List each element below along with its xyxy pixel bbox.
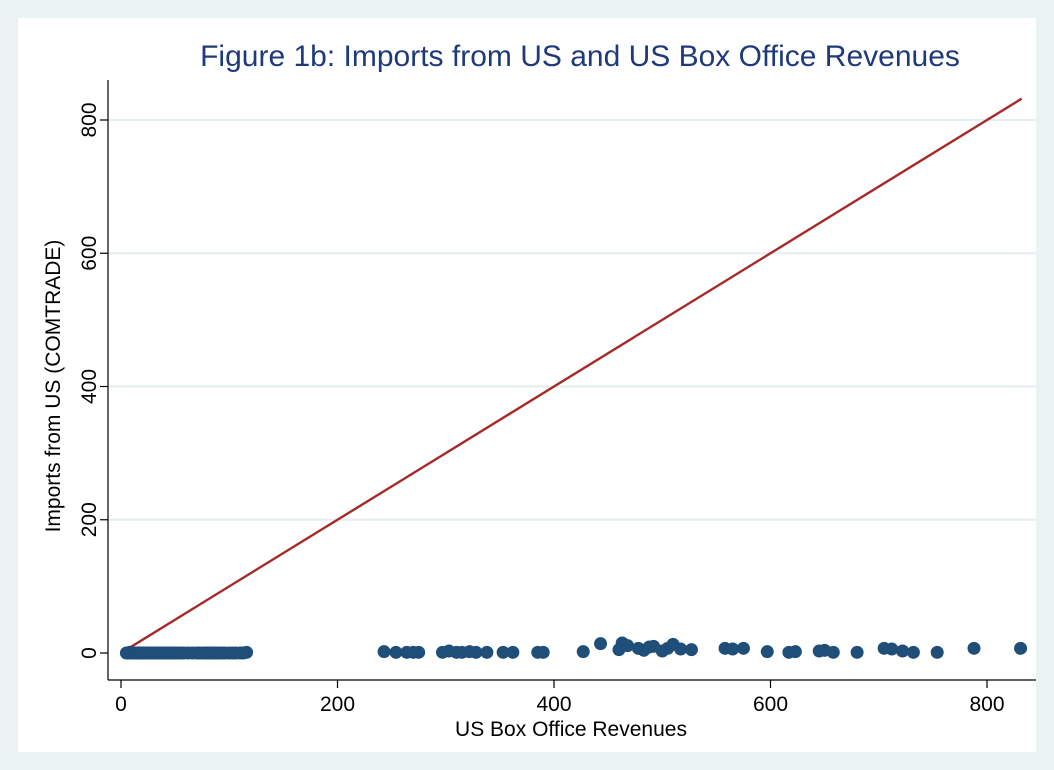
data-point xyxy=(788,645,802,659)
x-tick-label: 800 xyxy=(969,693,1004,716)
data-point xyxy=(674,642,688,656)
grid-lines xyxy=(108,119,1036,521)
data-point xyxy=(726,642,740,656)
data-point xyxy=(621,639,635,653)
x-axis-ticks: 0 200 400 600 800 xyxy=(115,680,1005,716)
x-tick-label: 200 xyxy=(320,693,355,716)
reference-line-group xyxy=(125,97,1023,651)
data-point xyxy=(736,641,750,655)
data-point xyxy=(412,645,426,659)
data-point xyxy=(240,645,254,659)
x-tick-label: 0 xyxy=(115,693,127,716)
data-point xyxy=(469,645,483,659)
data-point xyxy=(906,645,920,659)
data-point xyxy=(496,645,510,659)
data-point xyxy=(576,645,590,659)
y-tick-label: 800 xyxy=(78,102,101,137)
x-tick-label: 400 xyxy=(536,693,571,716)
reference-line xyxy=(125,97,1023,651)
chart-title: Figure 1b: Imports from US and US Box Of… xyxy=(200,40,960,73)
data-point xyxy=(377,645,391,659)
y-tick-label: 200 xyxy=(78,502,101,537)
data-point xyxy=(850,645,864,659)
data-point xyxy=(885,642,899,656)
data-point xyxy=(1014,641,1028,655)
data-point xyxy=(896,644,910,658)
y-tick-label: 0 xyxy=(78,647,101,659)
y-tick-label: 400 xyxy=(78,369,101,404)
data-points xyxy=(119,636,1028,660)
y-tick-label: 600 xyxy=(78,236,101,271)
y-axis-label: Imports from US (COMTRADE) xyxy=(42,240,65,533)
data-point xyxy=(506,645,520,659)
data-point xyxy=(594,637,608,651)
y-axis-ticks: 0 200 400 600 800 xyxy=(78,102,108,659)
x-tick-label: 600 xyxy=(753,693,788,716)
data-point xyxy=(536,645,550,659)
x-axis-label: US Box Office Revenues xyxy=(455,718,687,741)
plot-area xyxy=(18,18,1036,752)
data-point xyxy=(760,645,774,659)
data-point xyxy=(826,645,840,659)
data-point xyxy=(930,645,944,659)
data-point xyxy=(389,645,403,659)
data-point xyxy=(480,645,494,659)
data-point xyxy=(684,643,698,657)
data-point xyxy=(967,641,981,655)
